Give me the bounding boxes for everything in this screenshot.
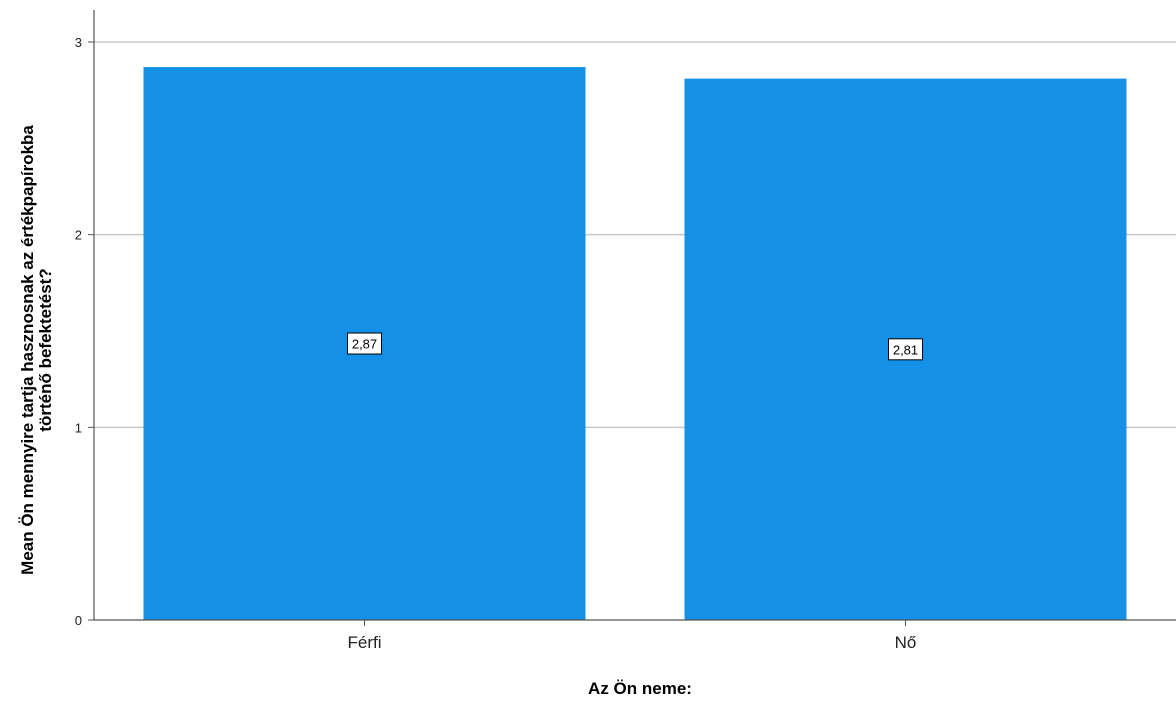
data-label-box [888, 338, 923, 361]
data-label-text: 2,87 [352, 337, 377, 352]
y-axis-title-line-2: történő befektetést? [36, 268, 55, 431]
x-tick-label: Nő [895, 633, 917, 652]
x-axis-title: Az Ön neme: [588, 679, 692, 697]
y-tick-label: 1 [75, 420, 82, 435]
axis-layer: 0 1 2 3 Férfi Nő [75, 10, 1176, 652]
y-tick-label: 3 [75, 35, 82, 50]
y-tick-label: 2 [75, 228, 82, 243]
label-layer: 2,87 2,81 [347, 332, 923, 361]
bar-layer [143, 67, 1127, 620]
y-tick-label: 0 [75, 613, 82, 628]
data-label-text: 2,81 [893, 342, 918, 357]
data-label-2: 2,81 [888, 338, 923, 361]
data-label-1: 2,87 [347, 332, 382, 355]
data-label-box [347, 332, 382, 355]
x-tick-label: Férfi [348, 633, 382, 652]
y-axis-title: Mean Ön mennyire tartja hasznosnak az ér… [18, 125, 55, 575]
y-axis-title-line-1: Mean Ön mennyire tartja hasznosnak az ér… [18, 125, 37, 575]
